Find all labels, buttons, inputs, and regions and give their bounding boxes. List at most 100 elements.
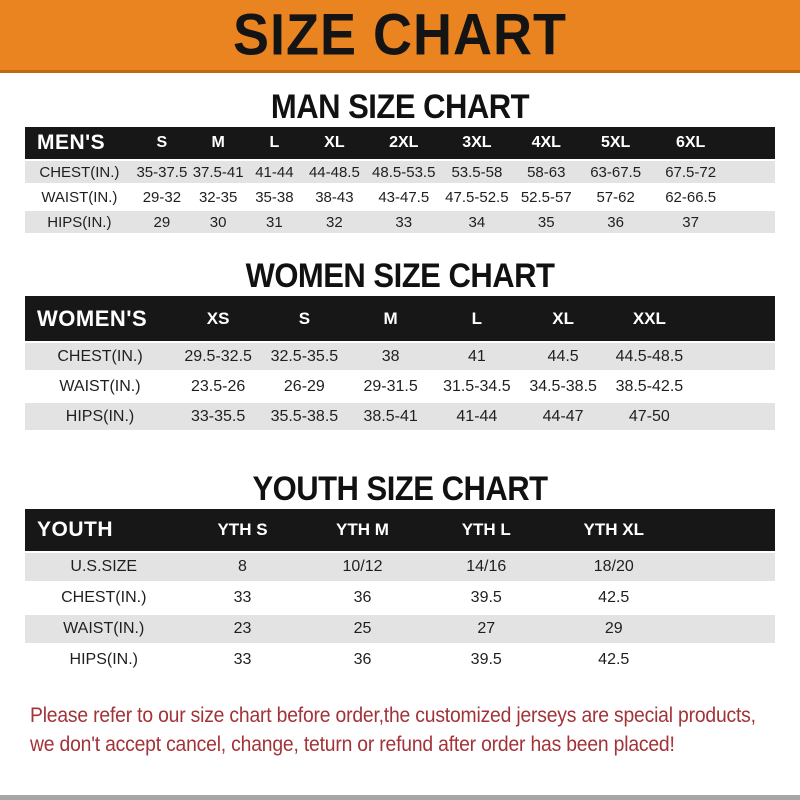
column-header: 5XL: [600, 134, 631, 151]
column-header: YTH XL: [583, 520, 644, 539]
column-header: YTH M: [336, 520, 389, 539]
size-value-cell: 38: [381, 347, 400, 365]
size-value-cell: 30: [209, 213, 227, 231]
table-title-cell: WOMEN'S: [37, 305, 148, 331]
order-disclaimer: Please refer to our size chart before or…: [0, 701, 800, 759]
column-header: XL: [324, 134, 345, 151]
table-row: HIPS(IN.) 33 36 39.5 42.5: [25, 644, 776, 676]
column-header: S: [156, 134, 168, 151]
column-header: YTH L: [461, 520, 511, 539]
spacer-cell: [678, 645, 776, 676]
table-row: WAIST(IN.) 29-32 32-35 35-38 38-43 43-47.5 47.…: [25, 184, 775, 210]
spacer-cell: [678, 583, 776, 614]
size-value-cell: 44.5-48.5: [615, 347, 684, 365]
size-value-cell: 8: [238, 558, 247, 575]
size-value-cell: 36: [353, 651, 372, 668]
column-header: 4XL: [531, 134, 561, 151]
size-value-cell: 23: [233, 620, 252, 637]
banner-title: SIZE CHART: [233, 2, 567, 68]
table-header-row: WOMEN'S XS S M L XL XXL: [25, 296, 775, 342]
spacer-cell: [678, 552, 776, 583]
table-header-row: MEN'S S M L XL 2XL 3XL 4XL 5XL 6XL: [25, 127, 775, 160]
row-label: HIPS(IN.): [69, 651, 138, 668]
size-value-cell: 35: [537, 213, 555, 231]
column-header: XL: [552, 308, 574, 328]
size-value-cell: 41: [467, 347, 486, 365]
size-value-cell: 29-32: [142, 188, 182, 206]
disclaimer-line-1: Please refer to our size chart before or…: [30, 704, 756, 727]
spacer-cell: [693, 342, 776, 372]
spacer-cell: [730, 185, 775, 210]
man-size-section: MAN SIZE CHART MEN'S S M L XL 2XL 3XL 4XL 5XL 6XL…: [0, 87, 800, 236]
size-value-cell: 34.5-38.5: [529, 377, 597, 395]
table-row: WAIST(IN.) 23 25 27 29: [25, 613, 775, 645]
man-size-chart-heading: MAN SIZE CHART: [270, 87, 530, 126]
size-value-cell: 37.5-41: [192, 163, 244, 181]
youth-size-chart-heading: YOUTH SIZE CHART: [252, 469, 548, 508]
size-value-cell: 32.5-35.5: [270, 347, 339, 365]
spacer-cell: [693, 296, 776, 342]
column-header: XXL: [632, 308, 666, 328]
size-value-cell: 34: [468, 213, 486, 231]
size-value-cell: 32-35: [198, 188, 238, 206]
size-value-cell: 44-48.5: [308, 163, 360, 181]
size-value-cell: 44.5: [547, 347, 579, 365]
spacer-cell: [730, 160, 775, 185]
spacer-cell: [678, 509, 776, 552]
table-row: HIPS(IN.) 29 30 31 32 33 34 35 36 37: [25, 209, 775, 235]
size-value-cell: 58-63: [527, 163, 566, 181]
size-value-cell: 29-31.5: [363, 377, 418, 395]
size-value-cell: 53.5-58: [451, 163, 503, 181]
row-label: CHEST(IN.): [57, 347, 143, 365]
size-value-cell: 42.5: [598, 589, 630, 606]
size-value-cell: 38.5-41: [363, 407, 418, 425]
size-value-cell: 62-66.5: [665, 188, 717, 206]
row-label: HIPS(IN.): [65, 407, 135, 425]
spacer-cell: [730, 210, 775, 235]
size-value-cell: 35-38: [255, 188, 294, 206]
size-value-cell: 18/20: [593, 558, 634, 575]
table-title-cell: YOUTH: [37, 518, 113, 541]
size-value-cell: 39.5: [470, 589, 502, 606]
size-value-cell: 67.5-72: [665, 163, 717, 181]
size-value-cell: 32: [326, 213, 343, 231]
column-header: L: [471, 308, 483, 328]
size-chart-banner: SIZE CHART: [0, 0, 800, 73]
size-value-cell: 31.5-34.5: [443, 377, 511, 395]
spacer-cell: [730, 127, 775, 160]
size-value-cell: 41-44: [456, 407, 498, 425]
size-value-cell: 36: [353, 589, 372, 606]
column-header: S: [298, 308, 311, 328]
size-value-cell: 31: [266, 213, 283, 231]
table-row: CHEST(IN.) 33 36 39.5 42.5: [25, 582, 776, 614]
size-value-cell: 39.5: [470, 651, 502, 668]
size-value-cell: 48.5-53.5: [372, 163, 436, 181]
size-value-cell: 44-47: [542, 407, 584, 425]
size-value-cell: 25: [353, 620, 372, 637]
youth-size-section: YOUTH SIZE CHART YOUTH YTH S YTH M YTH L YTH…: [0, 469, 800, 677]
size-value-cell: 33-35.5: [190, 407, 246, 425]
size-value-cell: 38-43: [315, 188, 354, 206]
spacer-cell: [693, 402, 776, 432]
size-value-cell: 26-29: [283, 377, 325, 395]
table-row: CHEST(IN.) 29.5-32.5 32.5-35.5 38 41 44.5 44.5…: [25, 342, 775, 372]
table-header-row: YOUTH YTH S YTH M YTH L YTH XL: [25, 509, 775, 552]
size-value-cell: 57-62: [596, 188, 635, 206]
row-label: CHEST(IN.): [61, 589, 147, 606]
size-value-cell: 36: [607, 213, 624, 231]
row-label: U.S.SIZE: [70, 558, 138, 575]
mens-size-table: MEN'S S M L XL 2XL 3XL 4XL 5XL 6XL CHEST(IN.) 35-37…: [25, 127, 775, 236]
disclaimer-line-2: we don't accept cancel, change, teturn o…: [30, 733, 675, 756]
youth-size-table: YOUTH YTH S YTH M YTH L YTH XL U.S.SIZE 8 10/12…: [25, 509, 775, 677]
size-value-cell: 47.5-52.5: [445, 188, 509, 206]
size-value-cell: 29: [604, 620, 623, 637]
size-value-cell: 43-47.5: [378, 188, 430, 206]
size-value-cell: 10/12: [342, 558, 383, 575]
size-value-cell: 35.5-38.5: [270, 407, 339, 425]
womens-size-table: WOMEN'S XS S M L XL XXL CHEST(IN.) 29.5-32.5 32.5…: [25, 296, 775, 433]
size-value-cell: 35-37.5: [136, 163, 188, 181]
size-value-cell: 47-50: [628, 407, 670, 425]
table-row: WAIST(IN.) 23.5-26 26-29 29-31.5 31.5-34.5 34…: [25, 371, 776, 402]
column-header: XS: [206, 308, 230, 328]
spacer-cell: [693, 372, 776, 402]
